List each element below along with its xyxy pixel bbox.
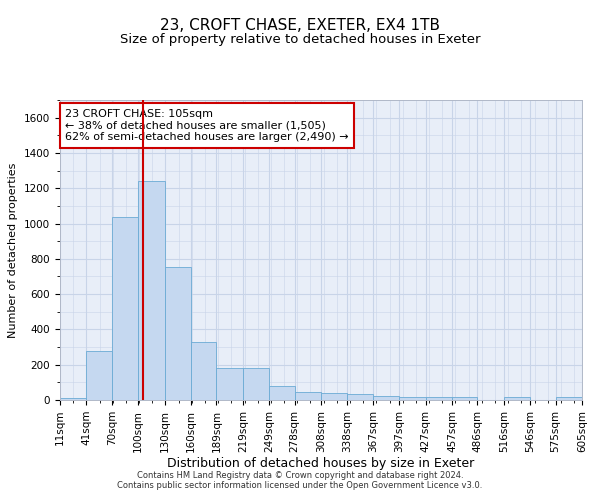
Bar [321,393,347,400]
Bar [243,368,269,400]
X-axis label: Distribution of detached houses by size in Exeter: Distribution of detached houses by size … [167,458,475,470]
Bar [112,218,138,400]
Text: 23 CROFT CHASE: 105sqm
← 38% of detached houses are smaller (1,505)
62% of semi-: 23 CROFT CHASE: 105sqm ← 38% of detached… [65,109,349,142]
Bar [399,398,425,400]
Bar [60,398,86,400]
Text: Size of property relative to detached houses in Exeter: Size of property relative to detached ho… [120,32,480,46]
Bar [373,396,399,400]
Bar [86,350,112,400]
Bar [347,394,373,400]
Bar [452,398,478,400]
Bar [425,398,452,400]
Bar [269,386,295,400]
Bar [295,392,321,400]
Y-axis label: Number of detached properties: Number of detached properties [8,162,19,338]
Bar [504,398,530,400]
Text: Contains HM Land Registry data © Crown copyright and database right 2024.
Contai: Contains HM Land Registry data © Crown c… [118,470,482,490]
Bar [191,342,217,400]
Bar [138,181,164,400]
Bar [164,267,191,400]
Bar [217,368,243,400]
Text: 23, CROFT CHASE, EXETER, EX4 1TB: 23, CROFT CHASE, EXETER, EX4 1TB [160,18,440,32]
Bar [556,398,582,400]
